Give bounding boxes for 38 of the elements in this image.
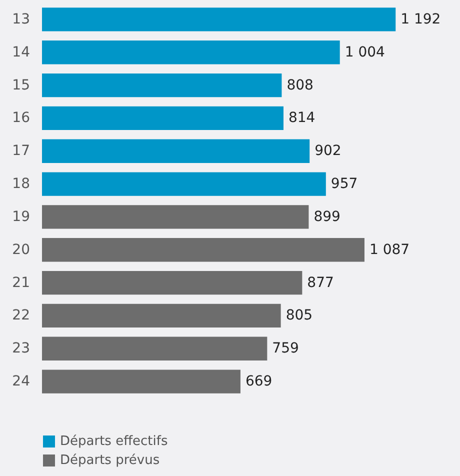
y-tick-label: 22 [12,308,30,324]
bar [42,238,364,262]
y-tick-label: 20 [12,242,30,258]
data-label: 899 [314,208,340,225]
data-label: 1 087 [369,242,410,258]
y-tick-label: 15 [12,77,30,94]
bar [42,8,396,32]
y-tick-label: 24 [12,374,30,390]
data-label: 669 [245,374,272,390]
bar [42,73,282,98]
y-tick-label: 21 [12,274,30,291]
y-tick-label: 19 [12,208,30,225]
data-label: 1 192 [400,11,441,28]
data-label: 759 [272,340,299,357]
bar [42,106,284,130]
y-tick-label: 13 [12,11,30,28]
data-label: 902 [314,143,342,160]
legend-label: Départs prévus [60,453,160,468]
data-label: 957 [330,176,358,192]
data-label: 814 [288,110,316,126]
y-tick-label: 14 [12,44,30,60]
bar [42,40,340,64]
data-label: 805 [286,308,313,324]
bar [42,139,310,163]
bar [42,172,326,196]
bar [42,304,281,328]
data-label: 1 004 [344,44,386,60]
y-tick-label: 17 [12,143,30,160]
legend-label: Départs effectifs [60,434,168,449]
y-tick-label: 16 [12,110,30,126]
data-label: 877 [307,274,334,291]
bar [42,370,240,394]
bar [42,270,302,295]
y-tick-label: 23 [12,340,30,357]
bar [42,205,309,229]
bar [42,336,268,360]
data-label: 808 [286,77,314,94]
y-tick-label: 18 [12,176,30,192]
